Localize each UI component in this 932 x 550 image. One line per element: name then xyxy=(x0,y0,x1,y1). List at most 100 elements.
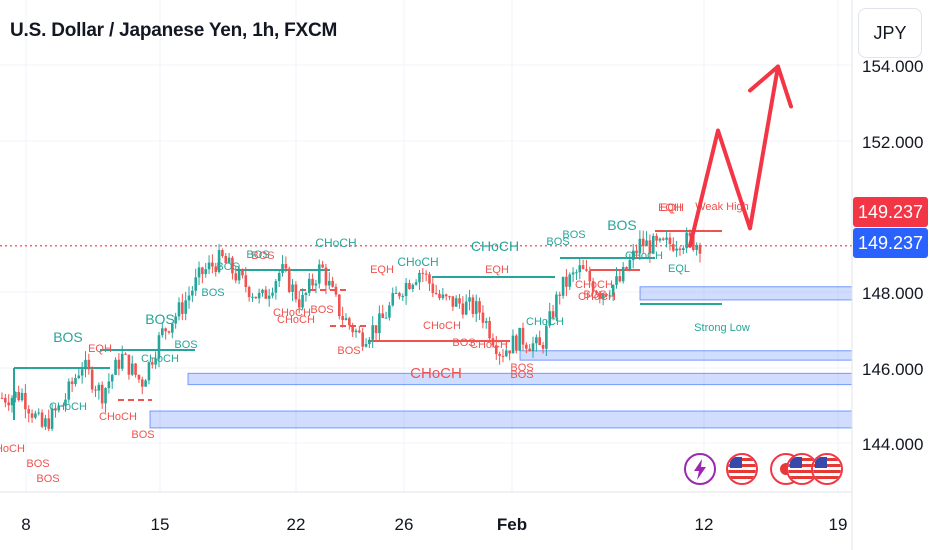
candle-body xyxy=(655,235,658,241)
demand-zone xyxy=(519,350,853,361)
structure-label: BOS xyxy=(607,217,637,233)
structure-label: BOS xyxy=(251,250,274,262)
structure-label: BOS xyxy=(546,236,569,248)
candle-body xyxy=(601,294,605,299)
candle-body xyxy=(114,359,117,375)
candle-body xyxy=(685,232,688,249)
candle-body xyxy=(171,323,174,333)
candle-body xyxy=(545,325,548,349)
candle-body xyxy=(94,389,97,391)
structure-label: CHoCH xyxy=(315,236,356,250)
candle-body xyxy=(327,280,331,286)
candle-body xyxy=(501,355,505,357)
structure-label: BOS xyxy=(562,229,585,241)
us-flag-icon[interactable] xyxy=(726,453,758,485)
y-tick-label: 146.000 xyxy=(862,360,923,379)
candle-body xyxy=(364,344,368,347)
candle-body xyxy=(585,269,588,271)
candle-body xyxy=(137,374,141,380)
candle-body xyxy=(565,276,568,287)
candle-body xyxy=(531,343,535,352)
candle-body xyxy=(127,354,131,375)
structure-label: CHoCH xyxy=(0,443,25,455)
candle-body xyxy=(692,236,695,250)
projection-arrowhead xyxy=(748,64,793,109)
candle-body xyxy=(221,250,224,257)
candle-body xyxy=(87,359,91,370)
structure-label: BOS xyxy=(53,329,83,345)
candle-body xyxy=(217,250,221,273)
candle-body xyxy=(541,345,545,349)
candle-body xyxy=(504,350,508,357)
candle-body xyxy=(678,248,682,251)
lightning-icon[interactable] xyxy=(684,453,716,485)
candle-body xyxy=(388,305,391,318)
candle-body xyxy=(77,375,81,379)
currency-button[interactable]: JPY xyxy=(858,8,922,58)
candle-body xyxy=(207,262,211,270)
candle-body xyxy=(508,350,511,354)
candle-body xyxy=(74,378,77,385)
candle-body xyxy=(231,257,234,274)
candle-body xyxy=(157,335,161,359)
x-tick-label: 8 xyxy=(21,515,30,534)
candle-body xyxy=(34,413,37,418)
candle-body xyxy=(471,297,475,314)
candle-body xyxy=(167,331,171,333)
structure-label: BOS xyxy=(510,369,533,381)
candle-body xyxy=(384,317,388,319)
candle-body xyxy=(60,405,64,407)
candle-body xyxy=(311,278,314,286)
candle-body xyxy=(84,359,87,370)
candle-body xyxy=(575,272,578,274)
candle-body xyxy=(144,380,147,387)
demand-zone xyxy=(639,286,853,301)
x-tick-label: 26 xyxy=(395,515,414,534)
structure-label: CHoCH xyxy=(526,316,564,328)
candle-body xyxy=(164,328,167,332)
candle-body xyxy=(120,353,124,369)
candle-body xyxy=(628,260,632,270)
structure-label: CHoCH xyxy=(578,291,616,303)
structure-label: Strong Low xyxy=(694,322,750,334)
candle-body xyxy=(381,313,385,318)
candle-body xyxy=(57,405,61,411)
projection-path xyxy=(688,64,780,248)
candle-body xyxy=(668,237,672,245)
candle-body xyxy=(454,298,458,307)
us-flag-icon[interactable] xyxy=(811,453,843,485)
candle-body xyxy=(431,283,435,294)
candle-body xyxy=(30,413,34,418)
candle-body xyxy=(174,316,177,324)
candle-body xyxy=(20,392,24,401)
candle-body xyxy=(177,302,181,317)
candle-body xyxy=(458,298,461,304)
structure-label: BOS xyxy=(145,311,175,327)
candle-body xyxy=(10,397,14,406)
candle-body xyxy=(491,338,495,346)
candle-body xyxy=(287,268,291,292)
structure-label: BOS xyxy=(26,458,49,470)
structure-label: BOS xyxy=(510,362,533,374)
last-price-tag-red: 149.237 xyxy=(853,197,928,227)
candle-body xyxy=(351,325,354,333)
candle-body xyxy=(411,284,415,290)
candle-body xyxy=(324,267,328,286)
candle-body xyxy=(44,418,47,427)
structure-label: CHoCH xyxy=(397,255,438,269)
structure-label: CHoCH xyxy=(410,365,462,382)
structure-label: EQH xyxy=(660,202,684,214)
candle-body xyxy=(304,292,308,295)
candle-body xyxy=(598,293,602,299)
structure-label: EQH xyxy=(485,264,509,276)
candle-body xyxy=(254,296,258,299)
candle-body xyxy=(261,289,264,293)
candle-body xyxy=(474,301,478,314)
y-tick-label: 154.000 xyxy=(862,57,923,76)
candle-body xyxy=(515,335,518,351)
candle-body xyxy=(625,267,628,270)
candle-body xyxy=(571,272,575,275)
candle-body xyxy=(682,248,685,251)
candle-body xyxy=(284,264,288,269)
